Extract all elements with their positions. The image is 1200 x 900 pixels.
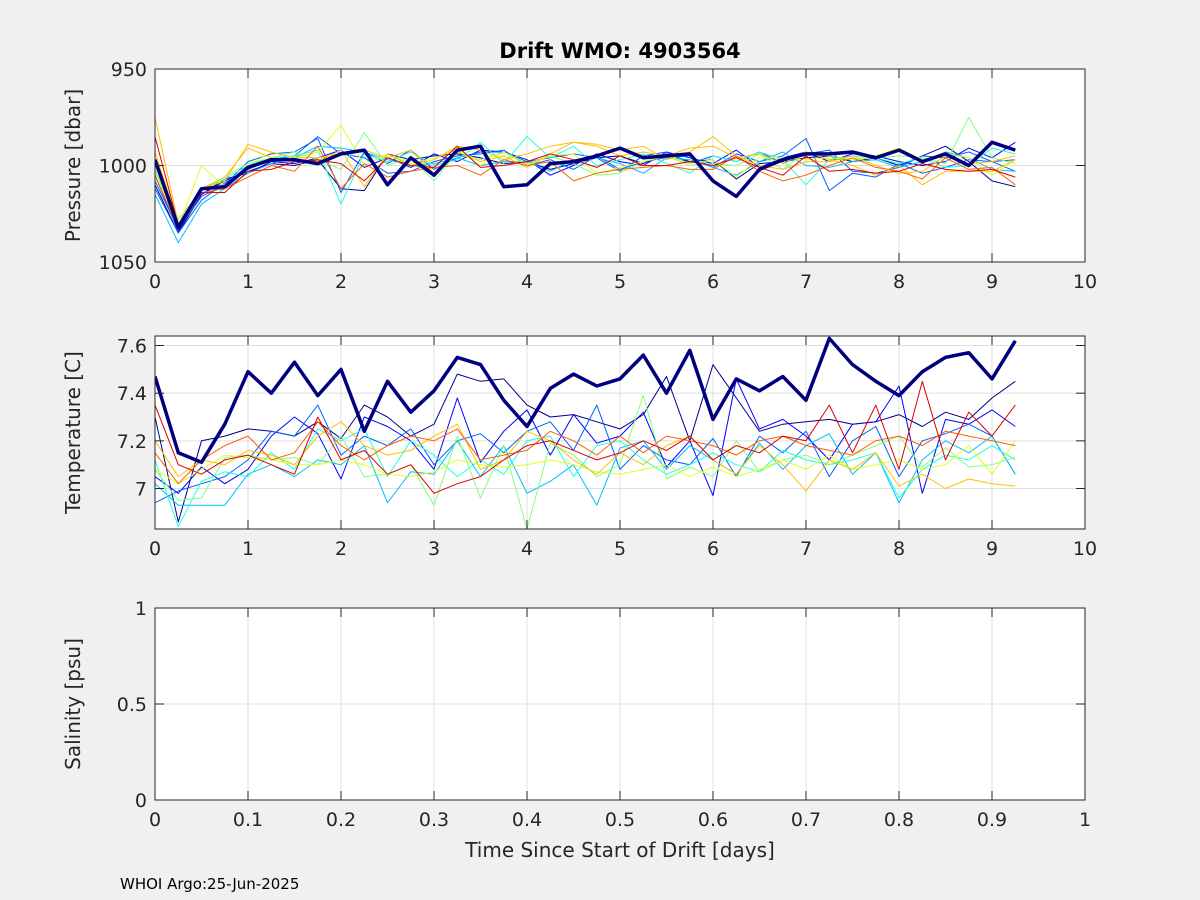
x-tick-label: 0 [149,809,161,831]
x-tick-label: 7 [800,271,812,293]
x-tick-label: 8 [893,538,905,560]
x-tick-label: 9 [986,538,998,560]
y-tick-label: 1 [135,598,147,620]
y-axis-label: Salinity [psu] [61,638,85,770]
x-tick-label: 3 [428,271,440,293]
series-line-4 [155,433,1016,506]
chart-title: Drift WMO: 4903564 [499,39,740,63]
series-line-8 [155,421,1016,492]
series-line-6 [155,395,1016,529]
x-tick-label: 4 [521,271,533,293]
y-axis-label: Temperature [C] [61,351,85,515]
x-tick-label: 0 [149,538,161,560]
y-tick-label: 7 [135,478,147,500]
x-tick-label: 0.8 [884,809,914,831]
pressure-axes: 0 1 2 3 4 5 6 7 8 9 10 950 1000 1050 Pressure [dbar] [61,59,1097,293]
series-line-10 [155,117,1016,224]
x-tick-label: 5 [614,271,626,293]
series-line-10 [155,380,1016,494]
y-tick-label: 0 [135,790,147,812]
series-line-9 [155,421,1016,485]
x-tick-label: 1 [242,538,254,560]
x-tick-label: 1 [242,271,254,293]
salinity-axes: 0 0.1 0.2 0.3 0.4 0.5 0.6 0.7 0.8 0.9 1 0 0.5 1 Salini… [61,598,1091,862]
x-tick-label: 0.5 [605,809,635,831]
x-tick-label: 9 [986,271,998,293]
x-axis-label: Time Since Start of Drift [days] [464,838,775,862]
y-tick-label: 7.6 [117,336,147,358]
y-tick-label: 1050 [99,252,147,274]
series-group [155,336,1017,529]
x-tick-label: 2 [335,538,347,560]
y-tick-label: 1000 [99,156,147,178]
series-line-2 [155,378,1016,497]
x-tick-label: 0.7 [791,809,821,831]
x-tick-label: 1 [1079,809,1091,831]
y-axis-label: Pressure [dbar] [61,89,85,242]
series-line-5 [155,428,1016,528]
x-tick-label: 0.1 [233,809,263,831]
series-line-11 [155,145,1016,230]
x-tick-label: 0.4 [512,809,542,831]
x-tick-label: 0 [149,271,161,293]
x-tick-label: 6 [707,271,719,293]
x-tick-label: 0.2 [326,809,356,831]
highlight-series-line [155,336,1017,465]
x-tick-label: 0.9 [977,809,1007,831]
x-tick-label: 10 [1073,538,1097,560]
x-tick-label: 6 [707,538,719,560]
y-tick-label: 7.4 [117,383,147,405]
y-tick-label: 0.5 [117,694,147,716]
series-group [155,116,1016,244]
series-line-4 [155,136,1016,234]
x-tick-label: 4 [521,538,533,560]
y-tick-label: 950 [111,59,147,81]
x-tick-label: 0.3 [419,809,449,831]
x-tick-label: 8 [893,271,905,293]
x-tick-label: 5 [614,538,626,560]
highlight-series-line [155,140,1016,230]
x-tick-label: 0.6 [698,809,728,831]
series-line-3 [155,404,1016,504]
x-tick-label: 7 [800,538,812,560]
x-tick-label: 10 [1073,271,1097,293]
y-tick-label: 7.2 [117,431,147,453]
x-tick-label: 2 [335,271,347,293]
footer-credit: WHOI Argo:25-Jun-2025 [120,875,299,893]
temperature-axes: 0 1 2 3 4 5 6 7 8 9 10 7 7.2 7.4 7.6 Temperature [C] [61,335,1097,560]
x-tick-label: 3 [428,538,440,560]
